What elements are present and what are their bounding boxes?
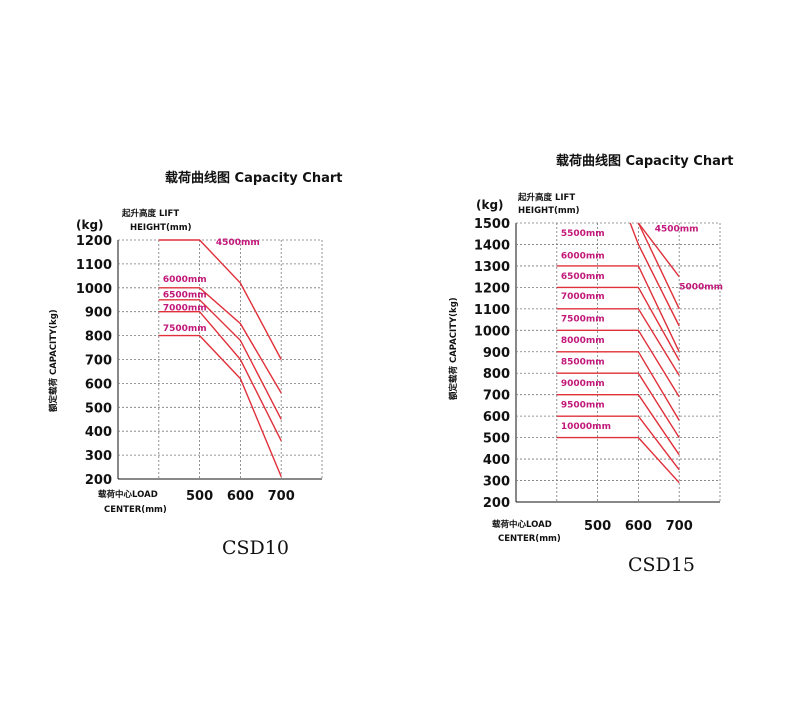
lift-height-unit-label: HEIGHT(mm) — [130, 223, 192, 233]
lift-height-unit-label: HEIGHT(mm) — [518, 206, 580, 216]
series-label: 7500mm — [561, 315, 605, 325]
series-line — [556, 265, 680, 353]
series-label: 4500mm — [655, 225, 699, 235]
y-axis-label: 额定载荷 CAPACITY(kg) — [48, 309, 59, 412]
series-line — [556, 372, 680, 438]
plot-area-csd15: 1500 1400 1300 1200 1100 1000 900 800 700 600 500 4… — [474, 217, 723, 534]
y-tick-label: 800 — [483, 367, 510, 382]
y-unit-label: (kg) — [476, 198, 504, 212]
series-label: 8500mm — [561, 358, 605, 368]
y-tick-label: 1100 — [474, 303, 510, 318]
series-label: 8000mm — [561, 336, 605, 346]
x-tick-label: 600 — [625, 519, 652, 534]
series-line — [556, 351, 680, 421]
y-axis-label: 额定载荷 CAPACITY(kg) — [448, 297, 459, 400]
series-line — [637, 222, 680, 278]
series-line — [556, 286, 680, 361]
y-tick-label: 600 — [483, 410, 510, 425]
plot-area-csd10: 1200 1100 1000 900 800 700 600 500 400 300 200 500 6… — [76, 234, 323, 504]
y-tick-label: 200 — [483, 496, 510, 511]
series-label: 6500mm — [561, 272, 605, 282]
chart-model-label: CSD15 — [628, 554, 695, 576]
series-label: 4500mm — [216, 238, 260, 248]
x-tick-label: 700 — [666, 519, 693, 534]
series-line — [158, 299, 282, 420]
series-label: 6000mm — [163, 275, 207, 285]
series-label: 5000mm — [679, 283, 723, 293]
y-tick-label: 1000 — [76, 282, 112, 297]
series-label: 7500mm — [163, 324, 207, 334]
chart-title: 载荷曲线图 Capacity Chart — [556, 153, 734, 169]
y-tick-label: 900 — [483, 346, 510, 361]
y-tick-label: 500 — [483, 432, 510, 447]
series-line — [556, 436, 680, 484]
series-label: 6000mm — [561, 251, 605, 261]
x-tick-label: 700 — [268, 489, 295, 504]
series-line — [556, 394, 680, 456]
series-line — [158, 287, 282, 394]
y-tick-label: 300 — [85, 449, 112, 464]
y-tick-label: 1200 — [76, 234, 112, 249]
y-tick-label: 1400 — [474, 238, 510, 253]
x-tick-label: 500 — [584, 519, 611, 534]
y-tick-label: 700 — [483, 389, 510, 404]
series-label: 5500mm — [561, 229, 605, 239]
y-tick-label: 200 — [85, 473, 112, 488]
y-tick-label: 400 — [483, 453, 510, 468]
x-axis-label-line1: 载荷中心LOAD — [492, 519, 552, 530]
x-axis-label-line2: CENTER(mm) — [498, 534, 561, 544]
lift-height-label: 起升高度 LIFT — [121, 208, 179, 219]
x-axis-label-line1: 载荷中心LOAD — [98, 489, 158, 500]
x-tick-label: 600 — [227, 489, 254, 504]
series-label: 6500mm — [163, 290, 207, 300]
series-line — [158, 311, 282, 442]
y-tick-label: 1100 — [76, 258, 112, 273]
x-axis-label-line2: CENTER(mm) — [104, 505, 167, 515]
y-tick-label: 600 — [85, 377, 112, 392]
y-tick-label: 700 — [85, 354, 112, 369]
series-line — [158, 239, 282, 360]
series-label: 7000mm — [163, 304, 207, 314]
series-line — [629, 222, 680, 327]
lift-height-label: 起升高度 LIFT — [517, 192, 575, 203]
y-tick-label: 300 — [483, 475, 510, 490]
series-line — [637, 222, 680, 310]
y-tick-label: 1200 — [474, 281, 510, 296]
series-line — [158, 334, 282, 477]
y-tick-label: 1000 — [474, 324, 510, 339]
y-tick-label: 900 — [85, 306, 112, 321]
y-tick-label: 1300 — [474, 260, 510, 275]
series-label: 9000mm — [561, 379, 605, 389]
y-tick-label: 400 — [85, 425, 112, 440]
y-tick-label: 1500 — [474, 217, 510, 232]
series-line — [556, 415, 680, 471]
series-label: 10000mm — [561, 422, 611, 432]
series-label: 9500mm — [561, 401, 605, 411]
series-label: 7000mm — [561, 292, 605, 302]
y-tick-label: 800 — [85, 330, 112, 345]
x-tick-label: 500 — [186, 489, 213, 504]
chart-title: 载荷曲线图 Capacity Chart — [165, 170, 343, 186]
y-tick-label: 500 — [85, 401, 112, 416]
series-line — [556, 308, 680, 376]
y-unit-label: (kg) — [76, 218, 104, 232]
chart-model-label: CSD10 — [222, 537, 289, 559]
series-line — [556, 329, 680, 398]
